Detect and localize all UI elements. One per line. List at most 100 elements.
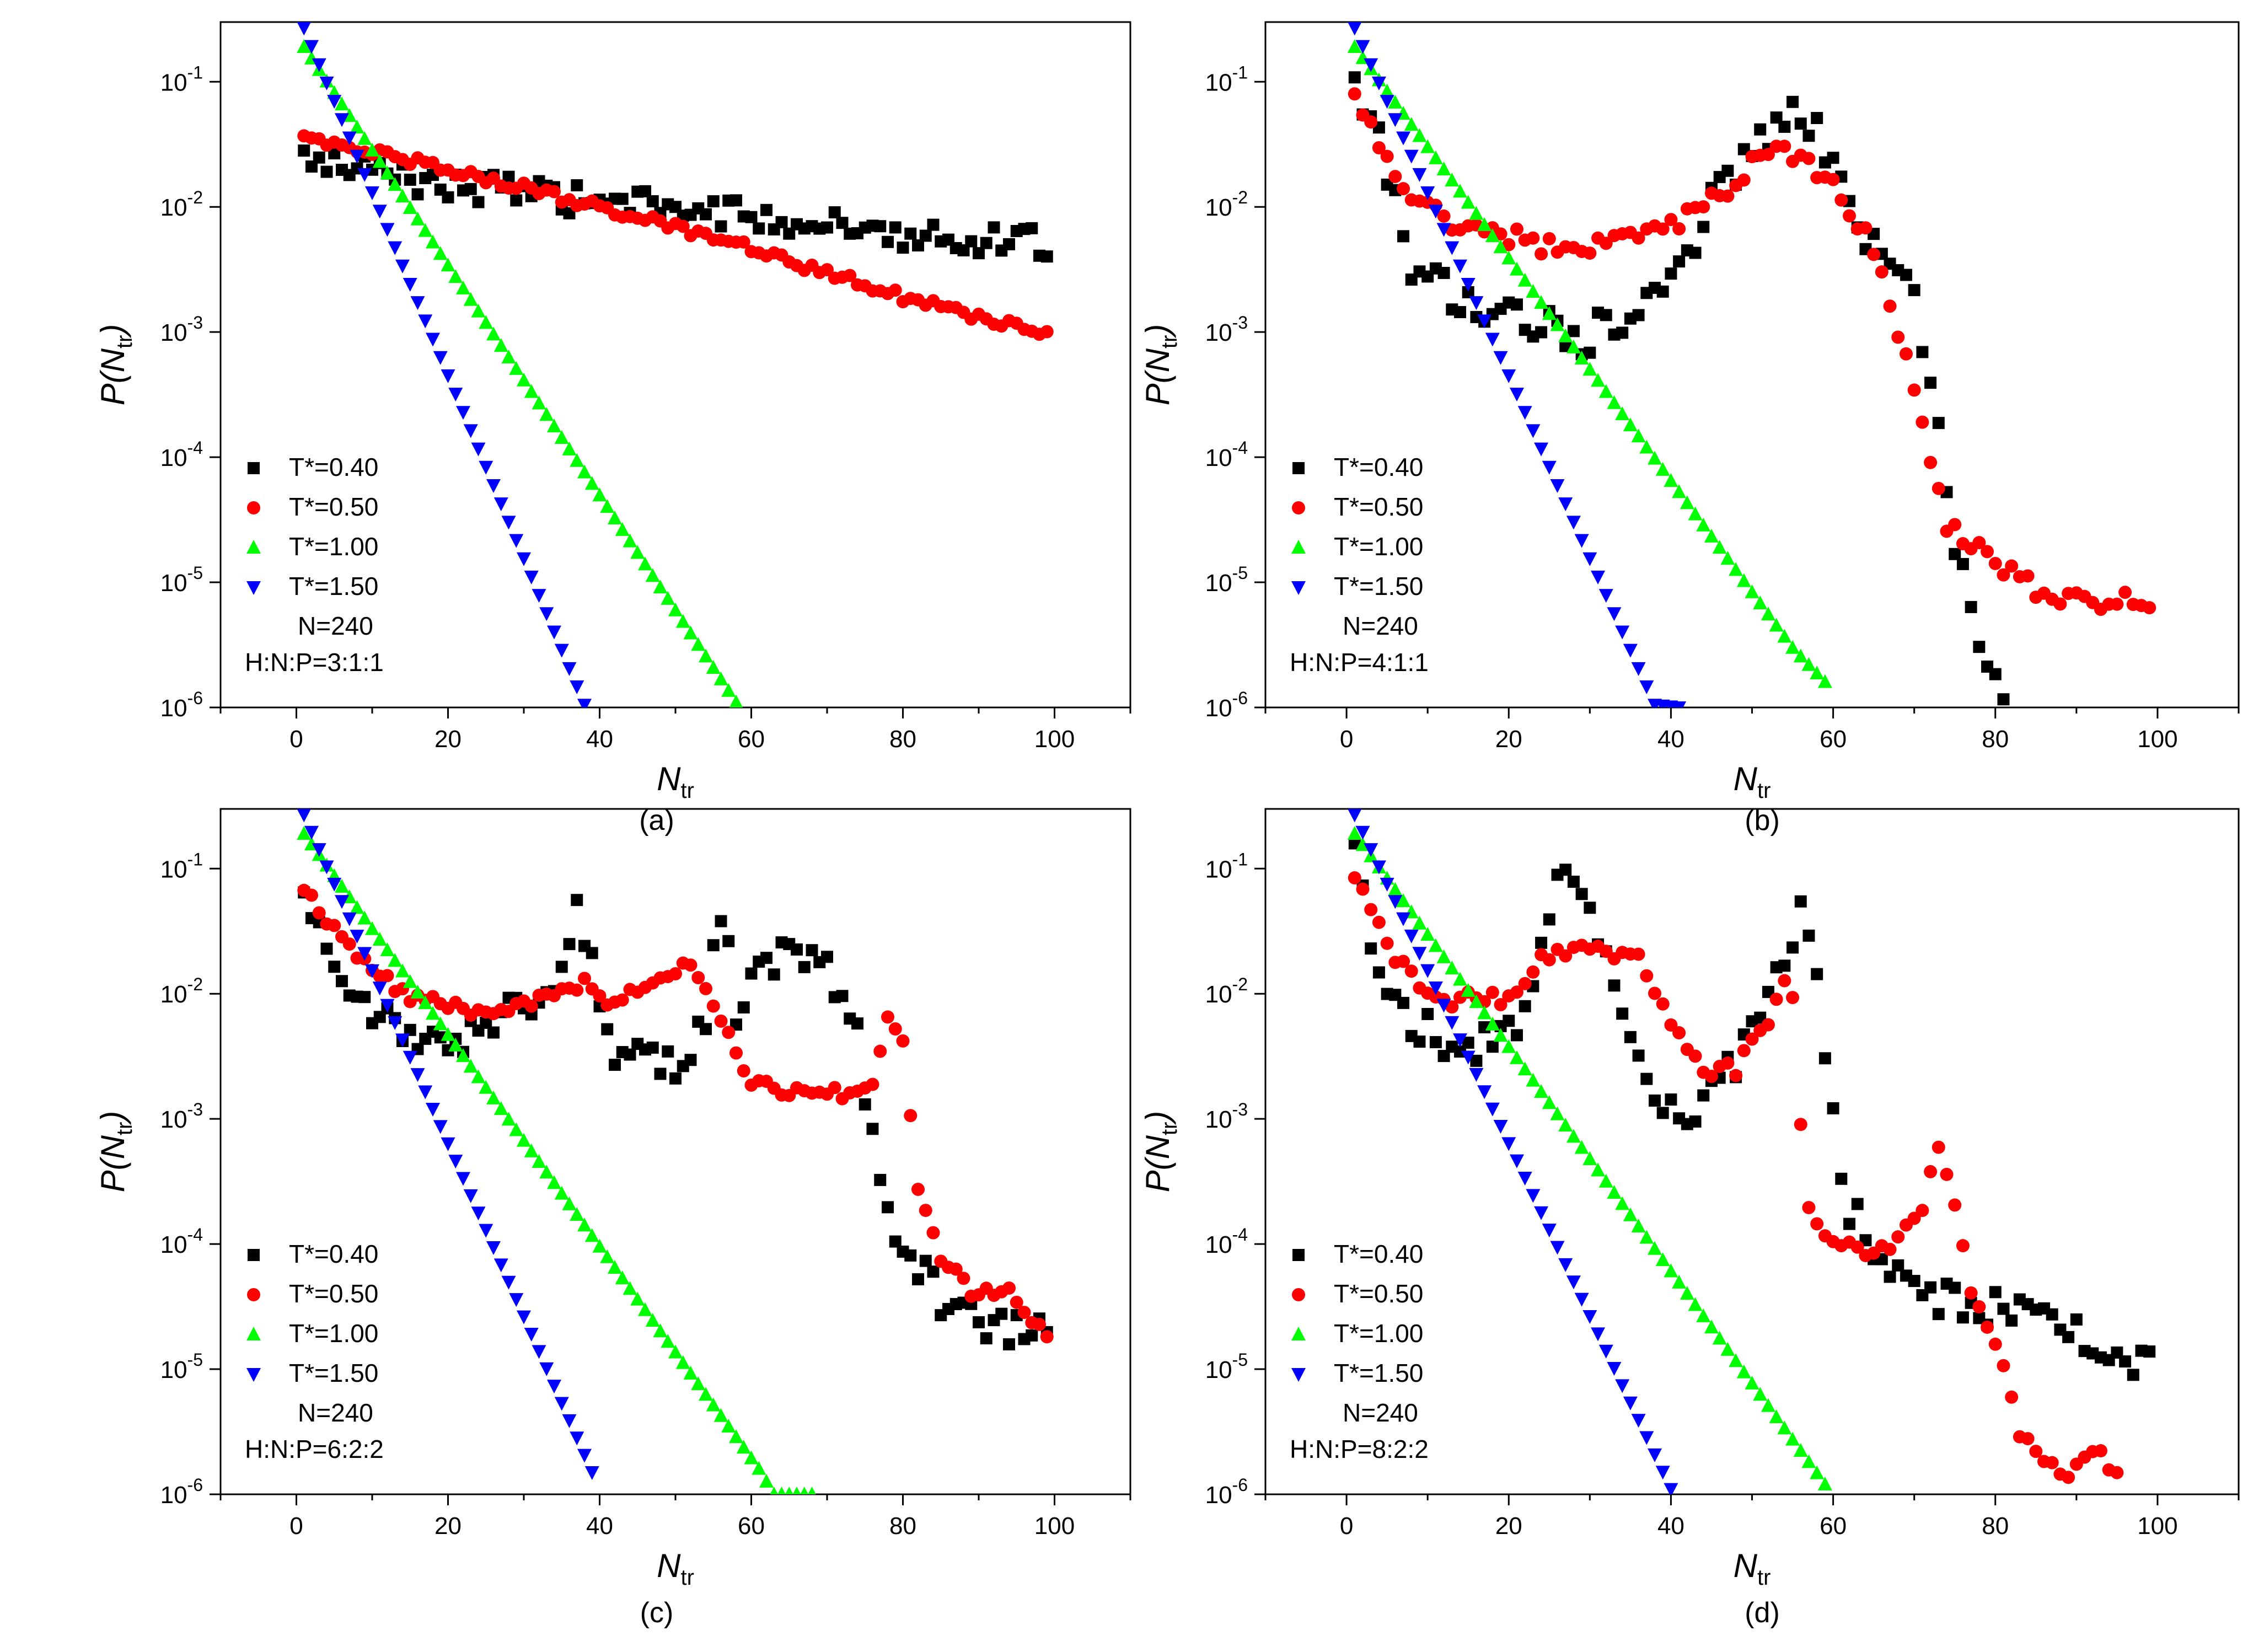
- data-point: [1371, 860, 1386, 875]
- data-point: [1916, 415, 1929, 429]
- data-point: [1509, 1154, 1524, 1168]
- data-point: [1436, 223, 1451, 237]
- data-point: [1884, 1270, 1896, 1283]
- data-point: [1380, 877, 1394, 892]
- data-point: [1396, 912, 1411, 926]
- x-tick-label: 0: [289, 1512, 303, 1540]
- data-point: [524, 999, 538, 1013]
- data-point: [729, 1046, 743, 1060]
- data-point: [577, 699, 592, 707]
- data-point: [1462, 1036, 1474, 1049]
- data-point: [357, 131, 372, 145]
- legend-label: T*=1.50: [1334, 1359, 1423, 1387]
- data-point: [1582, 362, 1597, 376]
- y-tick-label: 10-1: [160, 849, 203, 883]
- data-point: [570, 1207, 584, 1221]
- data-point: [1543, 913, 1555, 926]
- data-point: [1664, 473, 1678, 487]
- data-point: [1802, 929, 1815, 942]
- data-point: [448, 1155, 463, 1169]
- data-point: [548, 185, 561, 199]
- data-point: [502, 170, 515, 183]
- data-point: [1697, 1089, 1710, 1102]
- data-point: [493, 338, 508, 352]
- series-100: [1347, 39, 1832, 688]
- data-point: [1908, 1275, 1920, 1288]
- data-point: [1956, 1311, 1969, 1324]
- data-point: [1639, 439, 1654, 454]
- y-tick-exponent: -6: [187, 688, 203, 708]
- data-point: [532, 1345, 546, 1359]
- data-point: [1827, 1102, 1839, 1114]
- x-tick-label: 20: [434, 1512, 462, 1540]
- y-axis-title-part: tr: [1157, 1122, 1182, 1135]
- data-point: [1607, 395, 1622, 409]
- data-point: [1737, 173, 1751, 187]
- data-point: [1558, 497, 1573, 512]
- data-point: [2053, 597, 2067, 611]
- data-point: [433, 246, 448, 260]
- data-point: [700, 208, 712, 221]
- data-point: [1040, 250, 1053, 263]
- data-point: [1655, 1466, 1670, 1480]
- legend-marker: [246, 581, 261, 595]
- data-point: [1843, 1217, 1855, 1230]
- data-point: [1347, 39, 1362, 53]
- data-point: [828, 206, 841, 219]
- data-point: [1648, 1241, 1662, 1255]
- data-point: [1810, 1217, 1824, 1231]
- data-point: [312, 843, 326, 857]
- data-point: [380, 165, 395, 180]
- data-point: [600, 499, 615, 513]
- series-040: [1348, 837, 2156, 1381]
- series-150: [1348, 809, 1678, 1494]
- data-point: [1412, 128, 1427, 142]
- series-150: [1348, 22, 1687, 707]
- data-point: [615, 993, 629, 1007]
- data-point: [1753, 1387, 1768, 1401]
- data-point: [1640, 1072, 1653, 1085]
- data-point: [1777, 1420, 1792, 1435]
- data-point: [1436, 161, 1451, 175]
- data-point: [661, 1334, 675, 1348]
- data-point: [1875, 265, 1889, 279]
- data-point: [1688, 1049, 1702, 1063]
- data-point: [570, 983, 584, 997]
- data-point: [1559, 340, 1572, 352]
- data-point: [388, 1016, 403, 1031]
- data-point: [1477, 314, 1492, 329]
- data-point: [380, 969, 394, 983]
- data-point: [889, 221, 902, 234]
- data-point: [479, 1224, 493, 1238]
- data-point: [1672, 222, 1686, 235]
- data-point: [2119, 1355, 2132, 1368]
- data-point: [1607, 1362, 1622, 1376]
- x-tick-label: 80: [1982, 1512, 2009, 1540]
- data-point: [342, 912, 357, 926]
- data-point: [713, 1408, 728, 1422]
- data-point: [2110, 597, 2124, 611]
- data-point: [820, 263, 834, 277]
- data-point: [471, 303, 486, 318]
- data-point: [722, 935, 735, 947]
- data-point: [1559, 863, 1572, 876]
- y-axis-title-part: tr: [1157, 335, 1182, 348]
- data-point: [1736, 573, 1751, 587]
- data-point: [676, 219, 690, 233]
- legend-marker: [1292, 1249, 1305, 1261]
- data-point: [1802, 130, 1815, 142]
- data-point: [1656, 285, 1669, 298]
- data-point: [715, 915, 727, 927]
- data-point: [1372, 141, 1386, 154]
- x-tick-label: 20: [1495, 1512, 1522, 1540]
- x-tick-label: 60: [1820, 1512, 1847, 1540]
- data-point: [600, 1249, 615, 1263]
- data-point: [2143, 1345, 2156, 1358]
- legend-marker: [1291, 540, 1306, 554]
- data-point: [418, 314, 433, 329]
- data-point: [1453, 972, 1467, 986]
- data-point: [1509, 388, 1524, 402]
- data-point: [1453, 1033, 1467, 1048]
- data-point: [1469, 994, 1484, 1009]
- data-point: [1566, 1129, 1581, 1143]
